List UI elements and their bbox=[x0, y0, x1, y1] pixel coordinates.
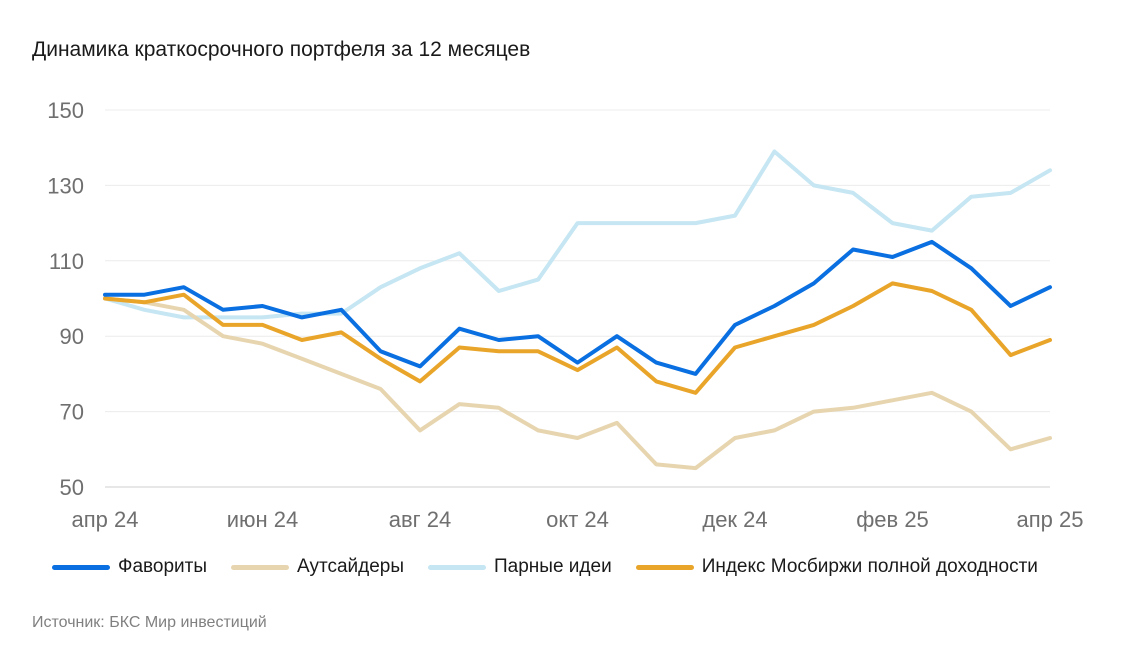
y-tick-label: 130 bbox=[47, 173, 84, 198]
series-lines bbox=[103, 149, 1052, 471]
legend-label: Аутсайдеры bbox=[297, 556, 405, 577]
series-line-3[interactable] bbox=[103, 281, 1052, 395]
legend-item-pair-ideas[interactable]: Парные идеи bbox=[428, 556, 612, 578]
y-tick-label: 110 bbox=[49, 249, 84, 274]
y-axis-ticks: 150 130 110 90 70 50 bbox=[47, 98, 84, 500]
x-tick-label: окт 24 bbox=[546, 507, 609, 532]
chart-title: Динамика краткосрочного портфеля за 12 м… bbox=[32, 38, 531, 61]
legend-item-favorites[interactable]: Фавориты bbox=[52, 556, 207, 578]
legend-swatch bbox=[52, 564, 110, 570]
legend: Фавориты Аутсайдеры Парные идеи Индекс М… bbox=[52, 556, 1062, 578]
series-line-1[interactable] bbox=[103, 296, 1052, 471]
legend-label: Фавориты bbox=[118, 556, 207, 577]
y-tick-label: 90 bbox=[60, 324, 84, 349]
y-tick-label: 50 bbox=[60, 475, 84, 500]
y-tick-label: 70 bbox=[60, 400, 84, 425]
line-chart: 150 130 110 90 70 50 апр 24 июн 24 авг 24 окт 24… bbox=[47, 98, 1084, 532]
legend-swatch bbox=[635, 564, 694, 570]
x-tick-label: апр 25 bbox=[1017, 507, 1084, 532]
legend-swatch bbox=[428, 564, 487, 570]
grid-lines bbox=[105, 109, 1050, 488]
x-axis-ticks: апр 24 июн 24 авг 24 окт 24 дек 24 фев 25 апр … bbox=[72, 507, 1084, 532]
legend-label: Парные идеи bbox=[494, 556, 612, 577]
series-line-0[interactable] bbox=[103, 239, 1052, 376]
x-tick-label: апр 24 bbox=[72, 507, 139, 532]
source-note: Источник: БКС Мир инвестиций bbox=[32, 614, 267, 631]
legend-label: Индекс Мосбиржи полной доходности bbox=[701, 556, 1038, 577]
x-tick-label: дек 24 bbox=[702, 507, 767, 532]
x-tick-label: фев 25 bbox=[856, 507, 929, 532]
x-tick-label: авг 24 bbox=[389, 507, 452, 532]
legend-item-outsiders[interactable]: Аутсайдеры bbox=[231, 556, 404, 578]
legend-swatch bbox=[231, 564, 289, 570]
x-tick-label: июн 24 bbox=[227, 507, 299, 532]
series-line-2[interactable] bbox=[103, 149, 1052, 320]
legend-item-moex-index[interactable]: Индекс Мосбиржи полной доходности bbox=[635, 556, 1038, 578]
y-tick-label: 150 bbox=[47, 98, 84, 123]
